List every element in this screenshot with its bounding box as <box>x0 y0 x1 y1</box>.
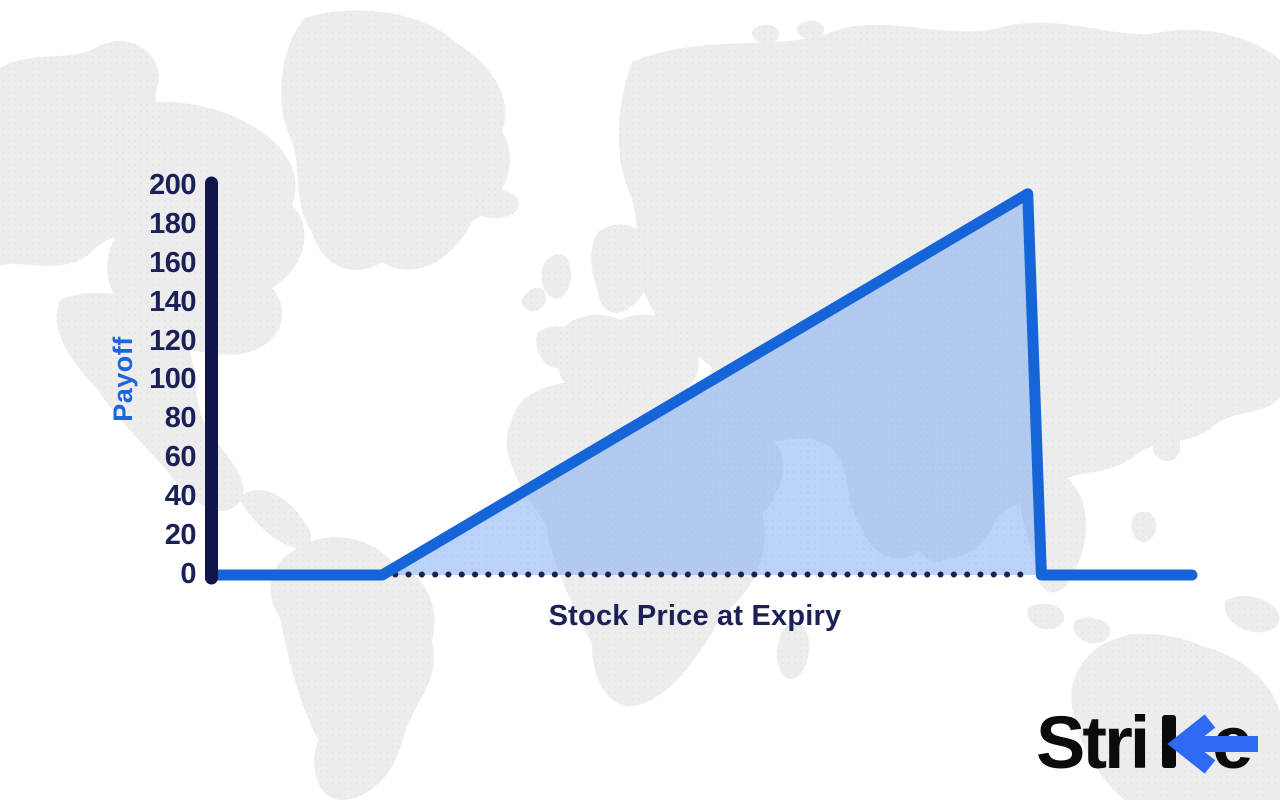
y-tick-label: 160 <box>149 246 196 279</box>
y-tick-label: 0 <box>180 557 196 590</box>
logo-k-stem <box>1162 715 1176 768</box>
y-tick-label: 200 <box>149 169 196 201</box>
y-tick-label: 60 <box>164 441 197 474</box>
y-tick-label: 140 <box>149 285 196 318</box>
payoff-chart <box>205 176 1198 585</box>
y-tick-label: 100 <box>149 363 196 396</box>
strike-logo: Stri e <box>1036 704 1258 784</box>
y-tick-label: 80 <box>164 402 197 435</box>
y-tick-label: 120 <box>149 324 196 357</box>
payoff-line <box>208 188 1198 581</box>
x-axis-title: Stock Price at Expiry <box>548 600 842 632</box>
y-axis-title: Payoff <box>108 336 138 422</box>
y-tick-label: 20 <box>164 519 197 552</box>
y-tick-label: 40 <box>164 480 197 513</box>
y-axis-tick-labels: 200 180 160 140 120 100 80 60 40 20 0 <box>58 169 197 590</box>
logo-arrow-icon <box>1167 714 1258 774</box>
y-tick-label: 180 <box>149 207 196 240</box>
logo-text-stri: Stri <box>1036 704 1147 784</box>
